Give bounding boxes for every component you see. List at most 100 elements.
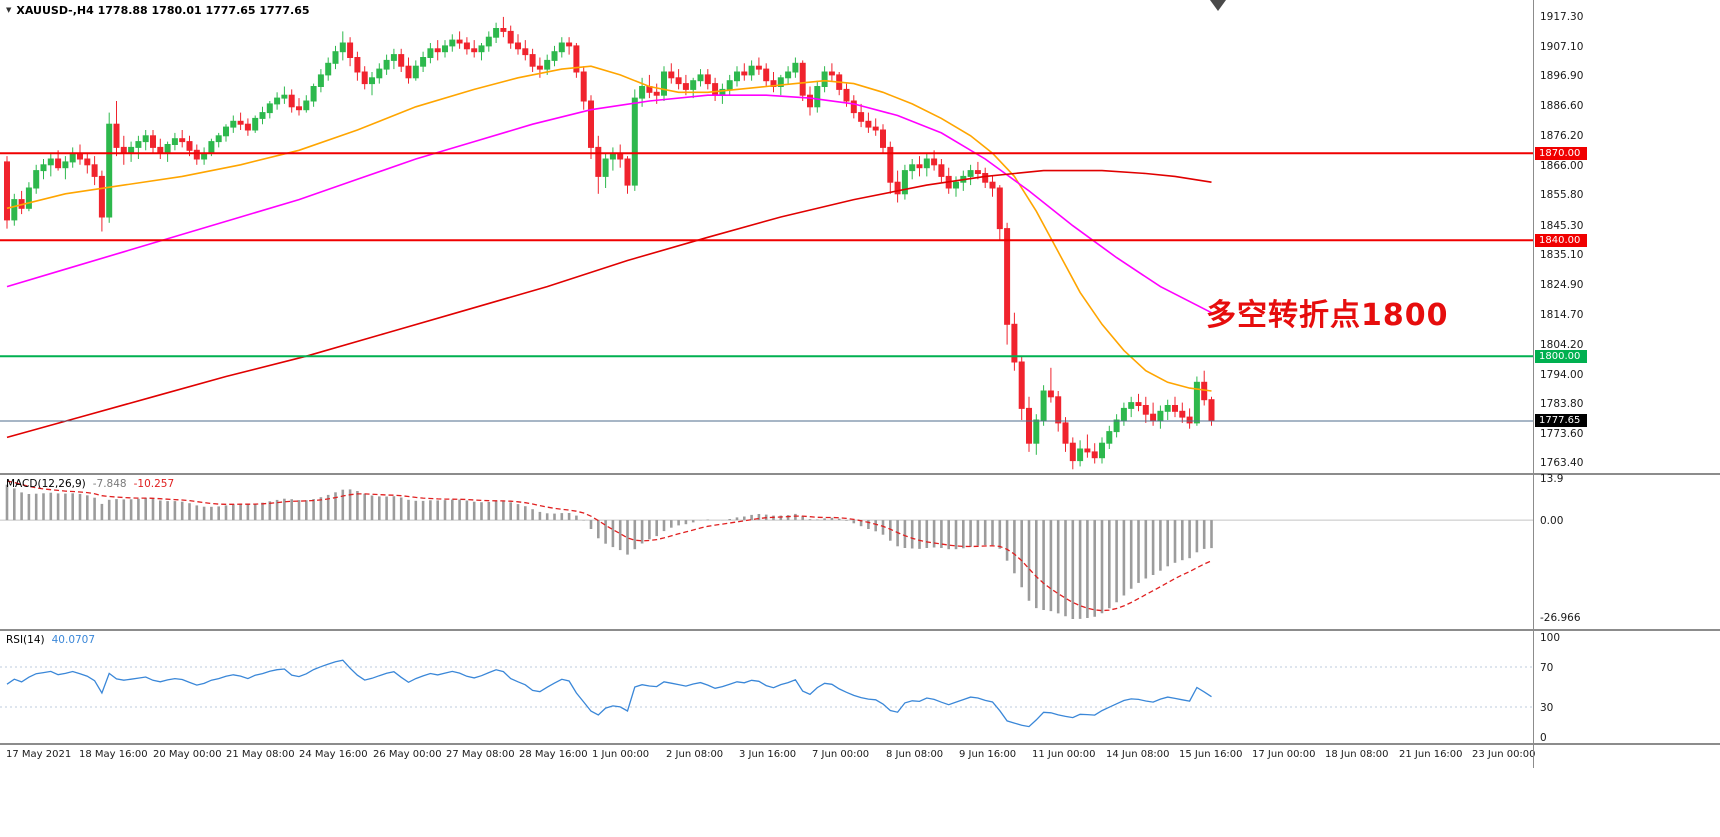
candle [288,94,295,108]
candle [682,83,689,90]
candle [390,54,397,61]
candle [376,68,383,79]
candle [580,71,587,102]
candle [427,48,434,58]
candle [442,45,448,53]
candle [887,146,894,183]
candle [325,62,332,76]
candle [967,170,974,177]
candle [901,170,908,195]
candle [339,42,346,53]
candle [1193,381,1200,424]
candle [4,161,10,221]
candle [208,141,215,154]
candle [807,94,813,108]
candle [11,199,18,221]
candle [704,74,711,85]
candle [858,112,865,122]
candle [1040,390,1047,421]
candle [595,146,602,177]
candle [507,30,514,44]
time-tick-label: 27 May 08:00 [446,749,515,760]
time-tick-label: 21 Jun 16:00 [1399,749,1463,760]
time-tick-label: 1 Jun 00:00 [592,749,650,760]
macd-signal-value: -10.257 [133,478,175,490]
candle [398,54,405,67]
price-level-tag: 1840.00 [1535,234,1587,247]
candle [675,77,682,85]
annotation-text[interactable]: 多空转折点1800 [1206,298,1449,333]
candle [412,65,419,79]
rsi-axis-label: 100 [1540,632,1561,644]
candle [98,175,105,218]
price-scale[interactable]: 1917.30 1907.10 1896.90 1886.60 1876.20 1866.… [1534,0,1720,768]
candle [25,187,32,209]
candle [639,86,646,99]
candle [55,158,62,169]
candle [361,71,368,85]
time-tick-label: 21 May 08:00 [226,749,295,760]
main-chart-panel[interactable] [0,0,1533,473]
candle [1164,405,1171,412]
time-tick-label: 14 Jun 08:00 [1106,749,1170,760]
candle [843,88,850,102]
candle [106,123,113,218]
time-tick-label: 11 Jun 00:00 [1032,749,1096,760]
macd-axis-label: 0.00 [1540,515,1564,527]
rsi-panel[interactable] [0,631,1533,743]
candle [894,181,901,195]
candle [434,48,441,53]
price-level-tag: 1800.00 [1535,350,1587,363]
candle [1091,451,1098,459]
candle [653,91,660,96]
time-tick-label: 2 Jun 08:00 [666,749,724,760]
candle [996,187,1003,230]
candle [522,48,529,56]
macd-main-value: -7.848 [92,478,127,490]
candle [405,65,412,79]
candle [558,42,565,53]
candle [463,42,470,50]
chart-shift-marker-icon[interactable] [1210,0,1226,11]
macd-panel[interactable] [0,475,1533,629]
macd-chart [0,480,1533,619]
symbol-dropdown-icon: ▼ [6,6,12,14]
price-tick-label: 1763.40 [1540,457,1584,469]
candle [186,141,193,151]
candle [529,54,536,67]
candle [1033,419,1040,444]
candle [748,65,755,76]
candle [193,149,200,160]
candle [485,36,492,47]
price-tick-label: 1917.30 [1540,11,1584,23]
price-tick-label: 1876.20 [1540,130,1584,142]
fast-ma-line [6,65,1212,392]
candle [792,62,799,73]
candle [661,71,667,96]
candle [755,65,762,70]
candle [916,164,923,169]
macd-axis-label: -26.966 [1540,612,1581,624]
rsi-axis-label: 30 [1540,702,1554,714]
candle [872,126,879,131]
rsi-axis-label: 0 [1540,732,1547,744]
candle [953,181,959,189]
candle [420,57,427,67]
candle [1106,431,1113,444]
price-tick-label: 1824.90 [1540,279,1584,291]
candle [1120,407,1127,421]
candle [62,161,69,169]
candle [989,181,996,189]
candle [47,158,54,166]
candle [566,42,573,47]
price-tick-label: 1804.20 [1540,339,1584,351]
candle [354,57,361,73]
candle [150,135,156,148]
price-tick-label: 1783.80 [1540,398,1584,410]
candle [1026,407,1032,444]
candle [281,94,288,99]
time-axis[interactable]: 17 May 2021 18 May 16:00 20 May 00:00 21 Ma… [0,745,1536,768]
candle [1172,405,1178,412]
candle [1186,416,1193,424]
